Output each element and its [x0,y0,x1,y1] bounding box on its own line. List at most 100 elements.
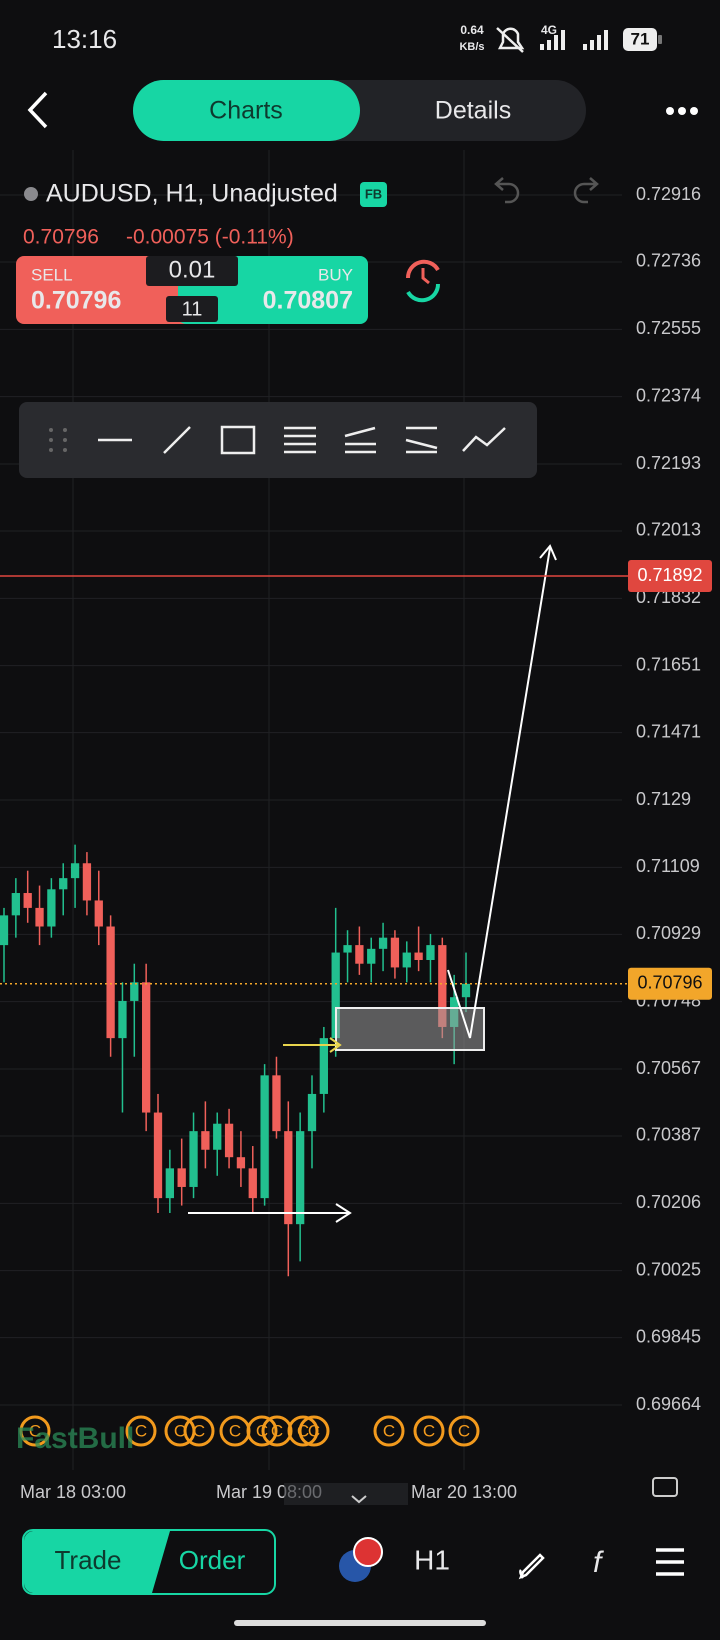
zone-box [335,1007,485,1051]
tool-trendline[interactable] [163,426,191,454]
timeframe[interactable]: H1 [414,1544,450,1575]
candle-body [390,937,400,968]
mute-icon [496,27,525,53]
price-label: 0.70025 [636,1259,701,1279]
candle-body [106,926,115,1039]
back-button[interactable] [27,91,48,129]
menu[interactable] [656,1548,684,1576]
candle-body [319,1038,328,1094]
tool-fib[interactable] [284,426,316,454]
lot-size[interactable]: 0.01 [169,256,216,283]
date-label: Mar 18 03:00 [20,1482,126,1502]
candle-body [461,983,471,998]
badge-text: FB [365,186,382,201]
battery-tip [658,35,662,44]
candle-body [189,1131,198,1187]
tab-charts[interactable]: Charts [209,97,283,125]
candle-body [213,1123,222,1150]
badge [360,182,387,207]
current-price: 0.70796 [637,973,702,993]
candle-body [367,948,376,964]
arrow [447,544,557,1039]
candle-body [153,1112,163,1199]
tool-path[interactable] [462,427,506,452]
event-icon-label: C [193,1421,205,1440]
candle-body [260,1075,269,1199]
tab-details[interactable]: Details [435,97,511,125]
candle-body [248,1168,257,1199]
price-label: 0.69845 [636,1326,701,1346]
event-icons: C C C C C C C CC C C C [19,1415,480,1447]
drawings [188,544,557,1223]
event-icon [298,1415,330,1447]
event-icon-label: C [383,1421,395,1440]
event-icon [373,1415,405,1447]
order-button[interactable]: Order [179,1545,246,1575]
event-icon-label: C [135,1421,147,1440]
candle-body [0,915,9,946]
candle-body [130,982,139,1001]
price-label: 0.70929 [636,923,701,943]
candle-body [118,1000,127,1039]
one-click-toggle[interactable] [405,259,441,303]
flag-us[interactable] [353,1537,383,1567]
tool-pitchfork[interactable] [405,426,438,454]
price-label: 0.70387 [636,1125,701,1145]
draw-tool[interactable] [518,1553,545,1580]
price-label: 0.69664 [636,1394,701,1414]
lot-box[interactable] [146,256,238,286]
event-icon-label: C [271,1421,283,1440]
event-icon-label: C [174,1421,186,1440]
event-icon [125,1415,157,1447]
undo[interactable] [494,177,520,204]
buy-label[interactable]: BUY [318,265,353,284]
battery-level: 71 [631,29,650,48]
chart-grid [0,150,622,1470]
indicator-icon[interactable]: f [593,1546,604,1579]
collapse[interactable] [351,1495,367,1504]
date-label: Mar 20 13:00 [411,1482,517,1502]
arrow [188,1203,352,1223]
network-type: 4G [541,23,557,37]
watermark: FastBull [16,1422,134,1455]
more-menu[interactable] [666,107,698,115]
price-label: 0.71109 [636,856,700,876]
event-icon-label: C [458,1421,470,1440]
candle-body [426,945,435,960]
event-icon [19,1415,51,1447]
price-axis: 0.72916 0.72736 0.72555 0.72374 0.72193 0.720… [0,184,712,1414]
candle-body [201,1131,210,1150]
redo[interactable] [573,177,599,204]
candle-body [378,937,388,949]
tool-channel[interactable] [344,426,376,454]
event-icon [164,1415,196,1447]
trade-button[interactable]: Trade [55,1545,122,1575]
draw-toolbar [19,402,537,478]
candle-body [414,952,423,960]
event-icon-label: C [308,1421,320,1440]
arrow [283,1037,342,1053]
price-label: 0.72916 [636,184,701,204]
battery [623,28,657,51]
candle-body [177,1168,186,1187]
candle-body [224,1123,234,1158]
screen-toggle[interactable] [652,1477,678,1497]
sell-price[interactable]: 0.70796 [31,287,121,315]
price-label: 0.71651 [636,654,701,674]
price-tag [628,967,712,1000]
spread-box [166,296,218,322]
trade-active[interactable] [23,1531,170,1593]
drag-handle[interactable] [49,428,67,452]
sell-label[interactable]: SELL [31,265,73,284]
candle-body [82,863,92,901]
tool-rect[interactable] [220,425,256,455]
buy-price[interactable]: 0.70807 [263,287,353,315]
candle-body [438,945,447,1027]
scroll-handle[interactable] [284,1483,408,1505]
candle-body [307,1093,317,1132]
tab-active[interactable] [133,80,360,141]
time-axis: Mar 18 03:00 Mar 19 08:00 Mar 20 13:00 [20,1482,517,1502]
price-label: 0.70567 [636,1058,701,1078]
